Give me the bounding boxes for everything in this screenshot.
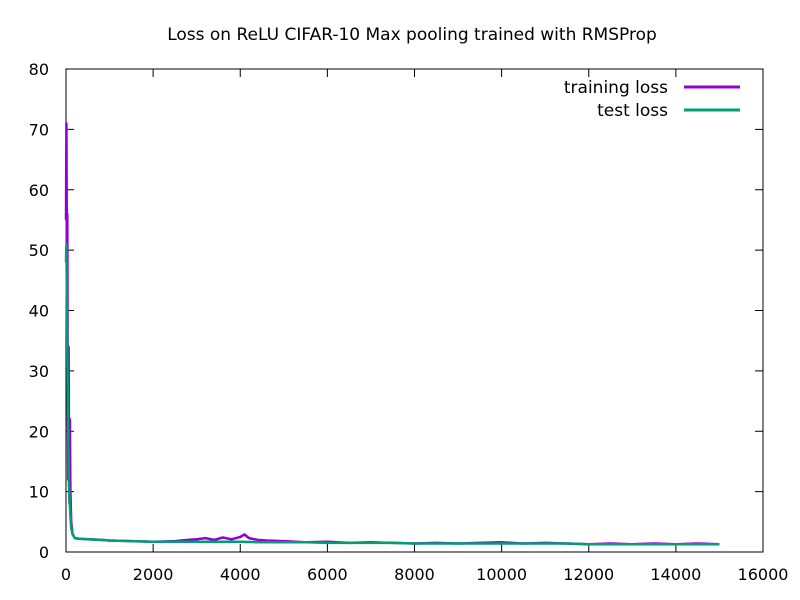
x-tick-label: 10000 [476,565,527,584]
y-tick-label: 0 [39,543,49,562]
y-tick-label: 50 [29,241,49,260]
plot-frame [65,68,764,553]
y-tick-label: 40 [29,302,49,321]
x-tick-label: 4000 [220,565,261,584]
series-line-0 [64,122,720,546]
x-tick-label: 8000 [394,565,435,584]
legend-label: training loss [564,78,668,98]
y-tick-label: 80 [29,60,49,79]
legend: training loss test loss [564,78,740,121]
x-tick-label: 2000 [133,565,174,584]
x-tick-label: 14000 [650,565,701,584]
y-tick-label: 60 [29,181,49,200]
x-tick-label: 16000 [738,565,789,584]
axis-ticks: 0 2000 4000 6000 8000 10000 12000 14000 16000 0 10… [29,60,789,584]
x-tick-label: 12000 [563,565,614,584]
y-tick-label: 70 [29,120,49,139]
x-tick-label: 6000 [307,565,348,584]
series-line-1 [64,242,720,546]
y-tick-label: 30 [29,362,49,381]
x-tick-label: 0 [61,565,71,584]
legend-label: test loss [597,101,668,121]
y-tick-label: 10 [29,483,49,502]
series-group [64,122,720,546]
y-tick-label: 20 [29,422,49,441]
chart-title: Loss on ReLU CIFAR-10 Max pooling traine… [167,25,657,45]
